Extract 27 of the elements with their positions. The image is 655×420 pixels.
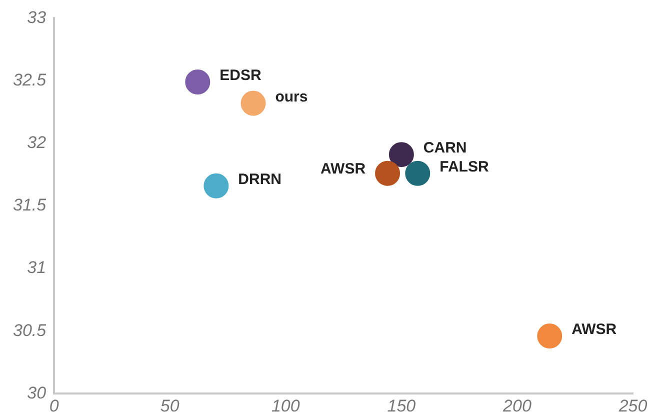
- annotation: CARN: [423, 140, 467, 157]
- y-tick-label: 30.5: [12, 320, 47, 340]
- point: [405, 160, 430, 186]
- y-tick-label: 32.5: [12, 70, 47, 90]
- point: [204, 173, 229, 198]
- point: [537, 324, 562, 349]
- point: [240, 90, 266, 116]
- x-tick-label: 150: [387, 396, 416, 416]
- annotation: AWSR: [572, 321, 617, 338]
- annotation: ours: [275, 88, 308, 106]
- x-tick-label: 200: [502, 396, 532, 416]
- point: [375, 160, 400, 186]
- point: [185, 70, 210, 95]
- x-tick-label: 100: [271, 396, 300, 416]
- y-tick-label: 31.5: [12, 196, 47, 215]
- annotation: AWSR: [320, 160, 366, 178]
- y-tick-label: 32: [27, 133, 47, 152]
- annotation: DRRN: [238, 171, 282, 188]
- x-tick-label: 0: [49, 396, 60, 416]
- annotation: EDSR: [220, 67, 262, 84]
- y-tick-label: 33: [27, 8, 47, 27]
- y-tick-label: 30: [27, 383, 47, 402]
- x-tick-label: 50: [160, 396, 180, 416]
- x-tick-label: 250: [618, 396, 648, 416]
- y-tick-label: 31: [27, 258, 46, 278]
- point: [388, 142, 414, 168]
- annotation: FALSR: [440, 158, 489, 176]
